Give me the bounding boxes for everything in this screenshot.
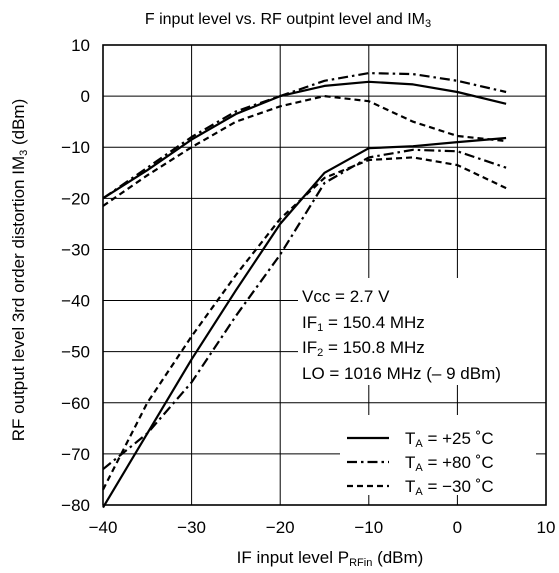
x-tick-label: −20 <box>266 518 295 537</box>
plot-frame <box>102 44 547 506</box>
condition-if1: IF1 = 150.4 MHz <box>302 313 425 334</box>
condition-vcc: Vcc = 2.7 V <box>302 287 390 306</box>
condition-if1-text: IF <box>302 313 317 332</box>
chart-title-text: F input level vs. RF outpint level and I… <box>145 11 425 28</box>
y-axis-label-text-end: (dBm) <box>9 99 28 150</box>
condition-if1-subscript: 1 <box>317 322 323 334</box>
legend-label-3-text: T <box>405 477 415 496</box>
y-axis-label-subscript: 3 <box>18 150 30 156</box>
y-tick-label: −50 <box>61 343 90 362</box>
legend-label-1: TA = +25 ˚C <box>405 429 494 450</box>
condition-if2-text: IF <box>302 338 317 357</box>
series-line-2-im3 <box>102 148 507 471</box>
y-axis-label: RF output level 3rd order distortion IM3… <box>9 99 30 441</box>
condition-if1-text-end: = 150.4 MHz <box>323 313 425 332</box>
x-axis-label-subscript: RFin <box>349 557 372 569</box>
x-axis-label: IF input level PRFin (dBm) <box>237 548 424 569</box>
tick-labels: −40 −30 −20 −10 0 10 10 0 −10 −20 −30 −40 −50 −60 −70 −… <box>61 36 555 537</box>
x-tick-label: −10 <box>354 518 383 537</box>
series-line-3-im3 <box>102 156 507 491</box>
y-tick-label: −20 <box>61 189 90 208</box>
series-line-3-rf-output <box>102 95 507 207</box>
condition-if2: IF2 = 150.8 MHz <box>302 338 425 359</box>
y-tick-label: −10 <box>61 138 90 157</box>
legend-label-1-text-end: = +25 ˚C <box>423 429 494 448</box>
legend: TA = +25 ˚CTA = +80 ˚CTA = −30 ˚C <box>340 415 536 498</box>
x-tick-label: 10 <box>537 518 556 537</box>
legend-background <box>340 415 536 495</box>
legend-label-2-text: T <box>405 453 415 472</box>
conditions-background <box>298 278 546 385</box>
legend-label-2: TA = +80 ˚C <box>405 453 494 474</box>
y-tick-label: −30 <box>61 240 90 259</box>
x-axis-label-text: IF input level P <box>237 548 349 567</box>
x-axis-label-text-end: (dBm) <box>372 548 423 567</box>
condition-if2-subscript: 2 <box>317 347 323 359</box>
legend-label-3-text-end: = −30 ˚C <box>423 477 494 496</box>
legend-label-3-subscript: A <box>415 486 423 498</box>
legend-label-2-subscript: A <box>415 462 423 474</box>
legend-label-2-text-end: = +80 ˚C <box>423 453 494 472</box>
y-tick-label: −60 <box>61 394 90 413</box>
condition-if2-text-end: = 150.8 MHz <box>323 338 425 357</box>
axis-labels: F input level vs. RF outpint level and I… <box>9 11 431 569</box>
y-tick-label: −70 <box>61 445 90 464</box>
legend-label-1-subscript: A <box>415 438 423 450</box>
chart-title: F input level vs. RF outpint level and I… <box>145 11 431 30</box>
y-tick-label: 0 <box>81 87 90 106</box>
series-line-2-rf-output <box>102 72 507 200</box>
x-tick-label: 0 <box>453 518 462 537</box>
x-tick-label: −40 <box>89 518 118 537</box>
y-tick-label: −40 <box>61 292 90 311</box>
legend-label-3: TA = −30 ˚C <box>405 477 494 498</box>
plot-lines <box>102 72 507 509</box>
y-axis-label-text: RF output level 3rd order distortion IM <box>9 156 28 441</box>
series-line-1-rf-output <box>102 80 507 200</box>
y-tick-label: 10 <box>71 36 90 55</box>
legend-label-1-text: T <box>405 429 415 448</box>
chart-title-subscript: 3 <box>425 18 431 30</box>
condition-lo: LO = 1016 MHz (– 9 dBm) <box>302 364 501 383</box>
x-tick-label: −30 <box>177 518 206 537</box>
y-tick-label: −80 <box>61 496 90 515</box>
